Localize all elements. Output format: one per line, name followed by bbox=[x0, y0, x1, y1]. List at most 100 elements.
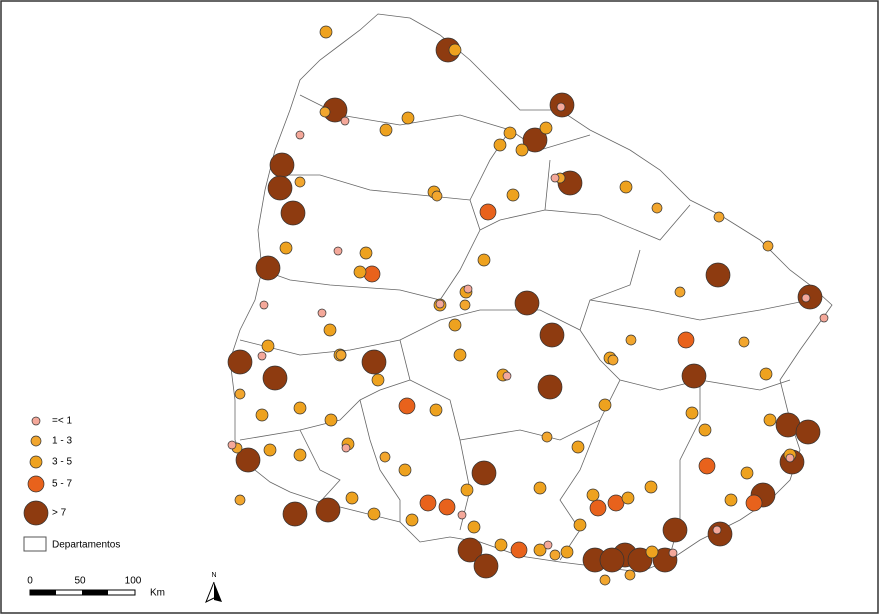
site-point bbox=[227, 440, 237, 450]
site-point bbox=[668, 548, 678, 558]
site-point bbox=[371, 373, 385, 387]
site-point bbox=[257, 351, 267, 361]
site-point bbox=[234, 388, 246, 400]
site-point bbox=[506, 188, 520, 202]
site-point bbox=[514, 290, 540, 316]
north-arrow-shape bbox=[214, 582, 222, 602]
north-label: N bbox=[211, 572, 216, 579]
site-point bbox=[435, 299, 445, 309]
site-point bbox=[494, 538, 508, 552]
site-point bbox=[471, 460, 497, 486]
site-point bbox=[541, 431, 553, 443]
north-arrow-shape bbox=[205, 581, 215, 604]
site-point bbox=[677, 331, 695, 349]
site-point bbox=[294, 176, 306, 188]
site-point bbox=[319, 106, 331, 118]
site-point bbox=[363, 265, 381, 283]
site-point bbox=[263, 443, 277, 457]
site-point bbox=[419, 494, 437, 512]
site-point bbox=[556, 102, 566, 112]
site-point bbox=[533, 543, 547, 557]
site-point bbox=[267, 175, 293, 201]
scale-bar-segment bbox=[82, 590, 108, 595]
site-point bbox=[599, 574, 611, 586]
site-point bbox=[473, 553, 499, 579]
site-point bbox=[319, 25, 333, 39]
site-point bbox=[510, 541, 528, 559]
site-point bbox=[549, 549, 561, 561]
site-point bbox=[705, 262, 731, 288]
site-point bbox=[712, 525, 722, 535]
site-point bbox=[522, 127, 548, 153]
site-point bbox=[379, 123, 393, 137]
site-point bbox=[335, 349, 347, 361]
site-point bbox=[398, 397, 416, 415]
scale-unit: Km bbox=[150, 588, 165, 599]
site-point bbox=[401, 111, 415, 125]
site-point bbox=[259, 300, 269, 310]
site-point bbox=[713, 211, 725, 223]
site-point bbox=[448, 318, 462, 332]
site-point bbox=[745, 494, 763, 512]
site-point bbox=[438, 498, 456, 516]
site-point bbox=[607, 354, 619, 366]
site-point bbox=[598, 398, 612, 412]
site-point bbox=[460, 483, 474, 497]
site-point bbox=[333, 246, 343, 256]
site-point bbox=[698, 423, 712, 437]
sites bbox=[227, 25, 829, 586]
site-point bbox=[560, 545, 574, 559]
scale-bar: Km 0 50 100 bbox=[27, 576, 165, 599]
legend-symbol bbox=[30, 435, 42, 447]
legend-symbol bbox=[31, 416, 41, 426]
site-point bbox=[539, 121, 553, 135]
site-point bbox=[234, 494, 246, 506]
site-point bbox=[227, 349, 253, 375]
site-point bbox=[269, 152, 295, 178]
site-point bbox=[361, 349, 387, 375]
site-point bbox=[707, 521, 733, 547]
site-point bbox=[457, 510, 467, 520]
site-point bbox=[619, 180, 633, 194]
site-point bbox=[379, 451, 391, 463]
site-point bbox=[681, 363, 707, 389]
site-point bbox=[431, 190, 443, 202]
legend-label: =< 1 bbox=[52, 416, 72, 427]
site-point bbox=[353, 265, 367, 279]
site-point bbox=[762, 240, 774, 252]
site-point bbox=[493, 138, 507, 152]
site-point bbox=[645, 545, 659, 559]
site-point bbox=[340, 116, 350, 126]
site-point bbox=[651, 202, 663, 214]
site-point bbox=[550, 173, 560, 183]
site-point bbox=[607, 494, 625, 512]
site-point bbox=[624, 569, 636, 581]
north-arrow: N bbox=[205, 572, 222, 604]
legend-label: 1 - 3 bbox=[52, 436, 72, 447]
site-point bbox=[262, 365, 288, 391]
site-point bbox=[539, 322, 565, 348]
scale-tick-label: 0 bbox=[27, 576, 33, 587]
site-point bbox=[503, 126, 517, 140]
site-point bbox=[763, 413, 777, 427]
legend-label: 3 - 5 bbox=[52, 457, 72, 468]
boundary-swatch bbox=[23, 536, 47, 552]
site-point bbox=[685, 406, 699, 420]
site-point bbox=[293, 448, 307, 462]
site-point bbox=[459, 299, 471, 311]
site-point bbox=[674, 286, 686, 298]
site-point bbox=[644, 480, 658, 494]
site-point bbox=[341, 443, 351, 453]
site-point bbox=[571, 440, 585, 454]
site-point bbox=[279, 241, 293, 255]
site-point bbox=[502, 371, 512, 381]
site-point bbox=[625, 334, 637, 346]
site-point bbox=[261, 339, 275, 353]
site-point bbox=[429, 403, 443, 417]
site-point bbox=[359, 246, 373, 260]
site-point bbox=[457, 537, 483, 563]
scale-bar-segment bbox=[30, 590, 56, 595]
site-point bbox=[323, 323, 337, 337]
site-point bbox=[589, 499, 607, 517]
